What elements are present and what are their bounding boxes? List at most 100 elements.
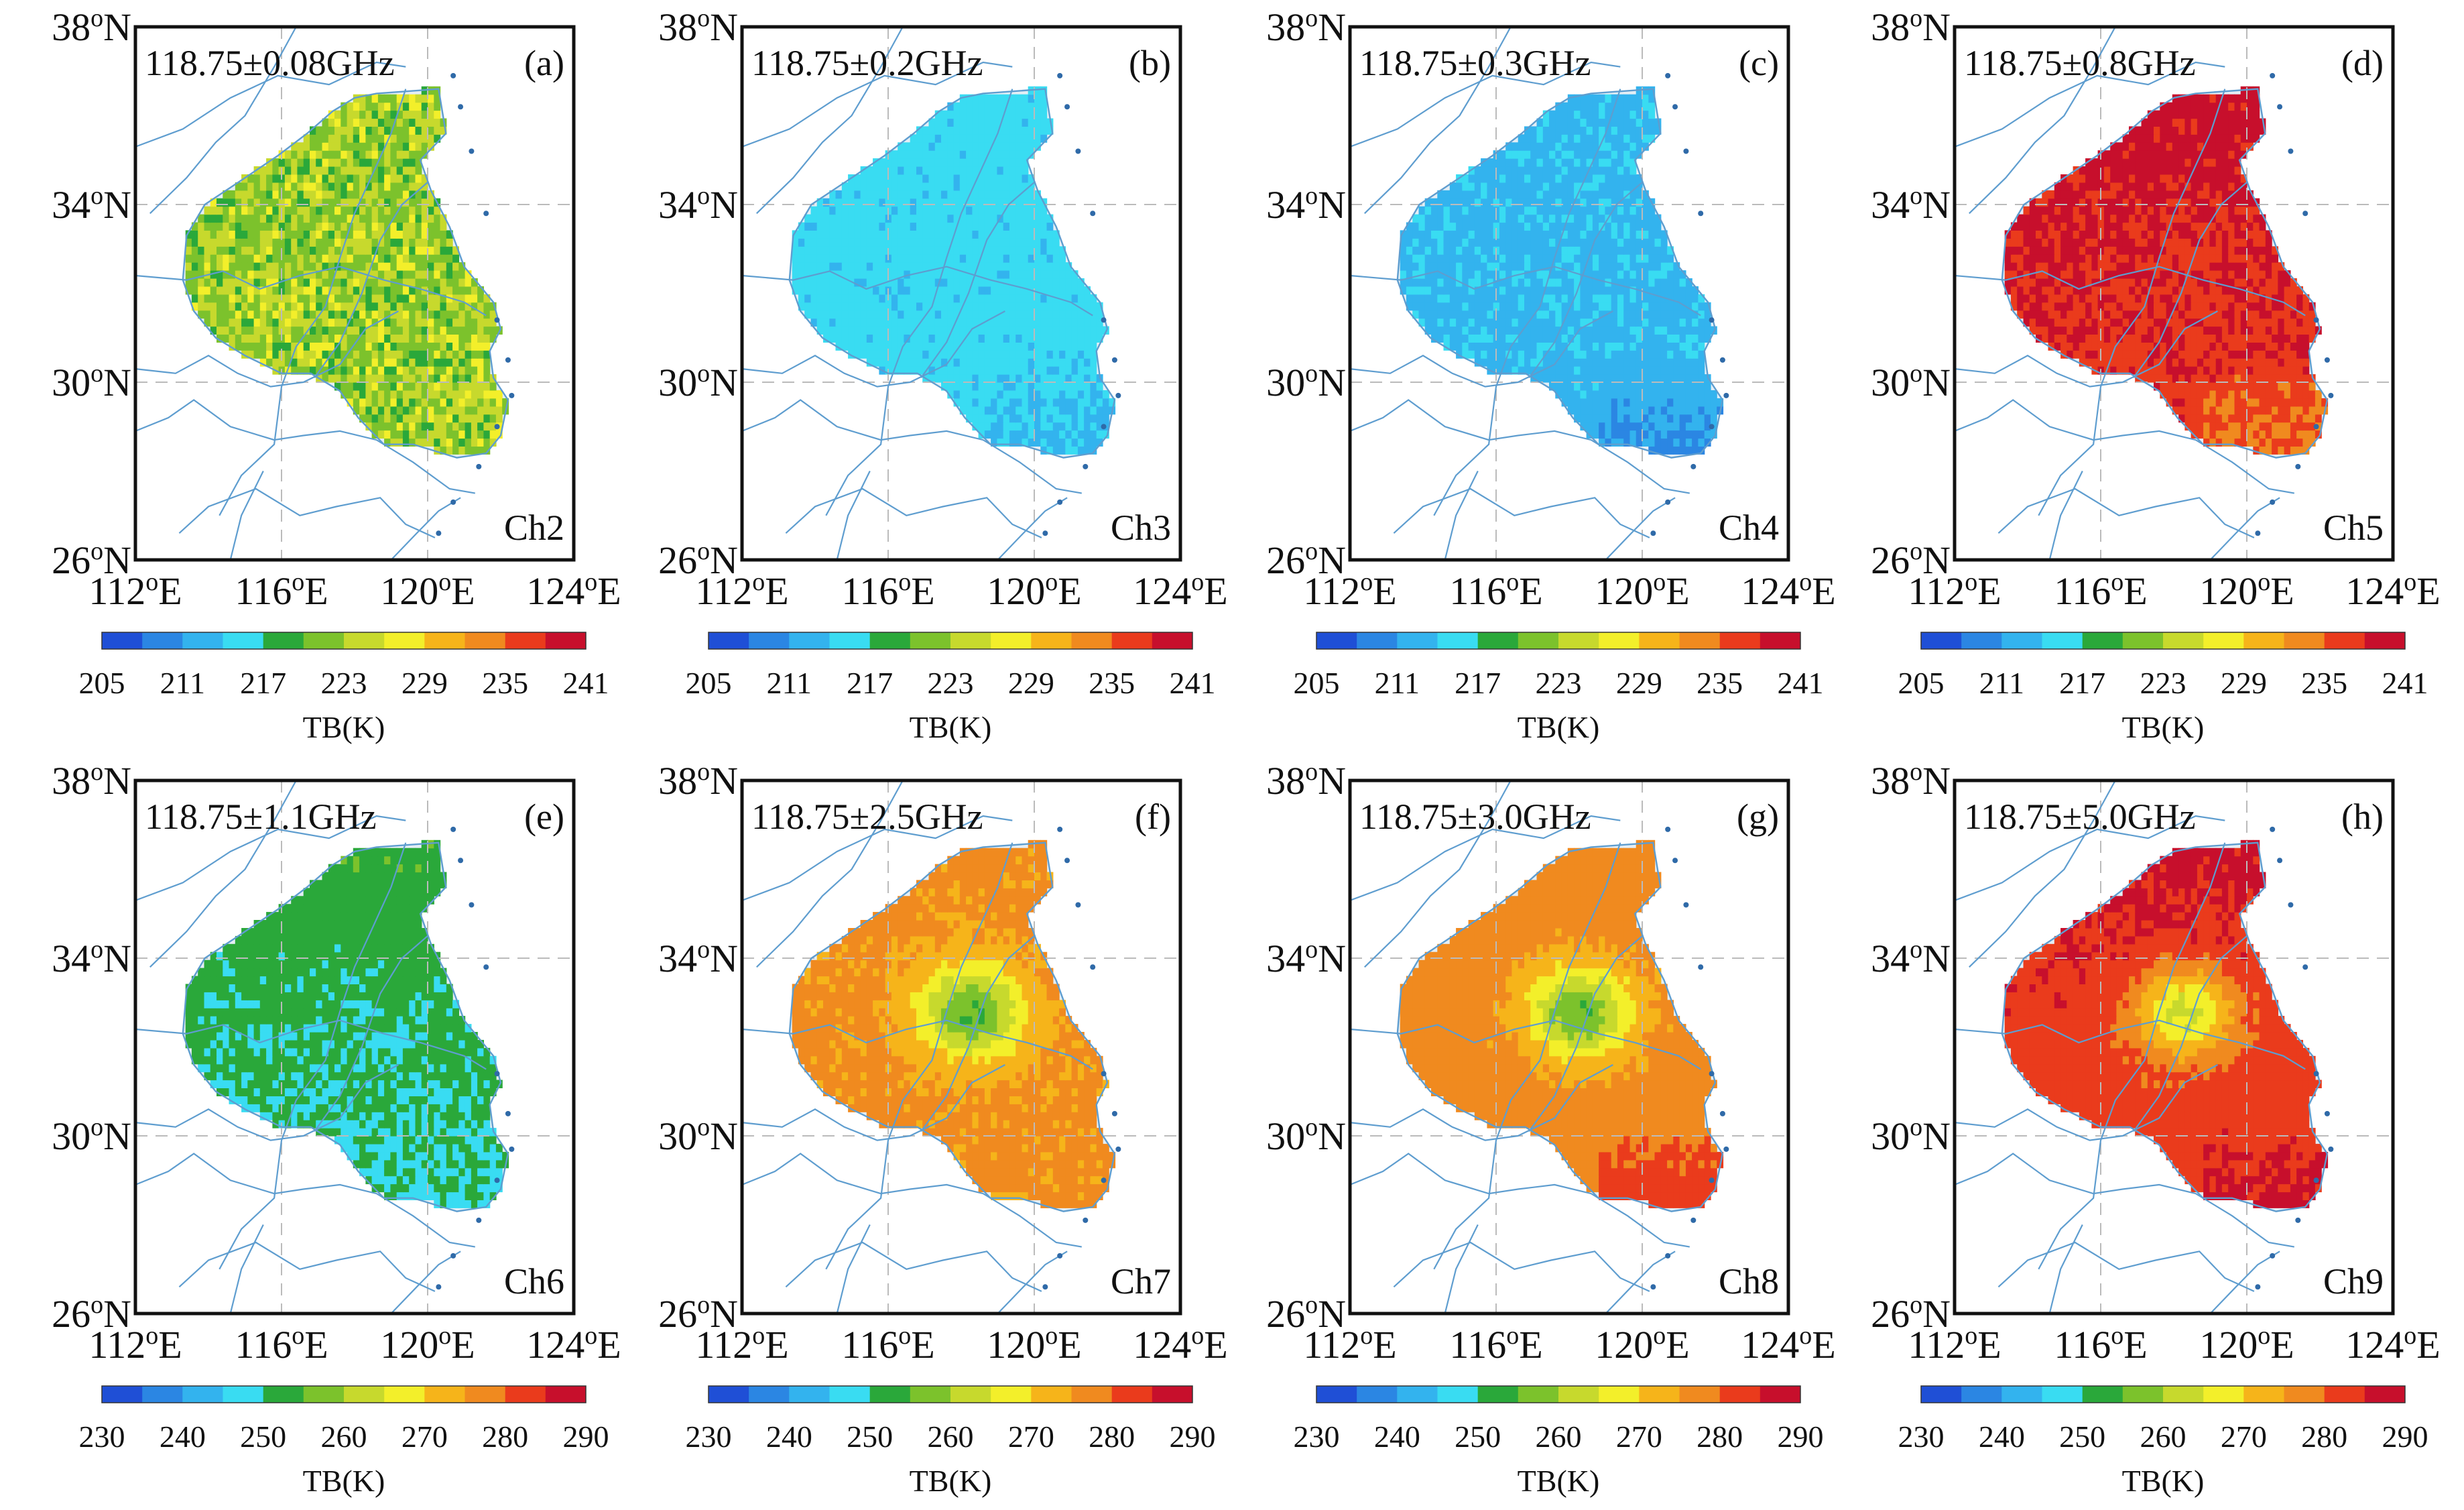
data-cell	[1605, 254, 1612, 263]
data-cell	[1015, 342, 1023, 351]
data-cell	[377, 358, 385, 367]
data-cell	[792, 230, 799, 239]
data-cell	[415, 318, 422, 327]
data-cell	[2240, 382, 2247, 391]
data-cell	[291, 182, 298, 191]
data-cell	[428, 254, 434, 263]
data-cell	[898, 150, 905, 159]
data-cell	[1022, 302, 1029, 311]
data-cell	[2272, 350, 2278, 359]
data-cell	[452, 310, 459, 319]
data-cell	[328, 318, 335, 327]
data-cell	[1667, 278, 1674, 287]
data-cell	[879, 166, 886, 175]
data-cell	[2228, 398, 2235, 407]
data-cell	[1623, 294, 1631, 303]
data-cell	[1034, 358, 1041, 367]
data-cell	[1052, 318, 1060, 327]
data-cell	[1015, 150, 1023, 159]
data-cell	[2234, 366, 2241, 375]
data-cell	[458, 366, 466, 375]
data-cell	[371, 414, 379, 423]
data-cell	[866, 222, 873, 231]
data-cell	[1524, 126, 1531, 135]
data-cell	[1003, 326, 1010, 335]
data-cell	[421, 214, 428, 223]
data-cell	[259, 334, 267, 343]
data-cell	[359, 278, 366, 287]
data-cell	[421, 358, 428, 367]
data-cell	[1611, 126, 1618, 135]
data-cell	[1667, 318, 1674, 327]
data-cell	[823, 286, 830, 295]
data-cell	[371, 374, 379, 383]
data-cell	[978, 366, 985, 375]
data-cell	[1009, 134, 1016, 143]
island-dot	[1111, 357, 1117, 363]
data-cell	[1034, 230, 1041, 239]
data-cell	[440, 390, 447, 399]
data-cell	[934, 134, 942, 143]
data-cell	[984, 374, 991, 383]
data-cell	[841, 278, 849, 287]
data-cell	[823, 278, 830, 287]
data-cell	[334, 206, 341, 215]
data-cell	[1580, 326, 1587, 335]
data-cell	[928, 374, 936, 383]
river-line	[135, 399, 475, 494]
data-cell	[1580, 350, 1587, 359]
data-cell	[297, 350, 304, 359]
data-cell	[1648, 206, 1656, 215]
data-cell	[477, 438, 484, 447]
data-cell	[1096, 414, 1103, 423]
data-cell	[891, 230, 898, 239]
data-cell	[1692, 302, 1699, 311]
data-cell	[1561, 366, 1568, 375]
data-cell	[2302, 374, 2310, 383]
data-cell	[1549, 294, 1556, 303]
data-cell	[359, 102, 366, 111]
data-cell	[1015, 166, 1023, 175]
data-cell	[465, 382, 472, 391]
data-cell	[1034, 422, 1041, 431]
data-cell	[316, 182, 323, 191]
data-cell	[1636, 118, 1643, 127]
data-cell	[284, 214, 292, 223]
data-cell	[452, 358, 459, 367]
data-cell	[415, 310, 422, 319]
data-cell	[353, 334, 360, 343]
data-cell	[409, 262, 416, 271]
data-cell	[2259, 406, 2266, 415]
data-cell	[1443, 230, 1451, 239]
data-cell	[1009, 358, 1016, 367]
data-cell	[1654, 214, 1662, 223]
data-cell	[297, 246, 304, 255]
data-cell	[489, 414, 497, 423]
data-cell	[910, 246, 917, 255]
data-cell	[2221, 398, 2229, 407]
data-cell	[804, 294, 812, 303]
data-cell	[991, 238, 997, 247]
data-cell	[452, 414, 459, 423]
data-cell	[1574, 222, 1581, 231]
data-cell	[1629, 126, 1637, 135]
data-cell	[804, 278, 812, 287]
data-cell	[1022, 246, 1029, 255]
data-cell	[2240, 350, 2247, 359]
data-cell	[365, 182, 373, 191]
data-cell	[409, 382, 416, 391]
data-cell	[204, 246, 211, 255]
data-cell	[1022, 430, 1029, 439]
data-cell	[471, 430, 478, 439]
data-cell	[415, 150, 422, 159]
data-cell	[402, 294, 410, 303]
data-cell	[1605, 238, 1612, 247]
data-cell	[991, 382, 997, 391]
data-cell	[1077, 286, 1085, 295]
data-cell	[284, 206, 292, 215]
data-cell	[347, 158, 354, 167]
colorbar-segment	[1437, 632, 1479, 649]
data-cell	[991, 326, 997, 335]
data-cell	[291, 262, 298, 271]
data-cell	[922, 334, 930, 343]
